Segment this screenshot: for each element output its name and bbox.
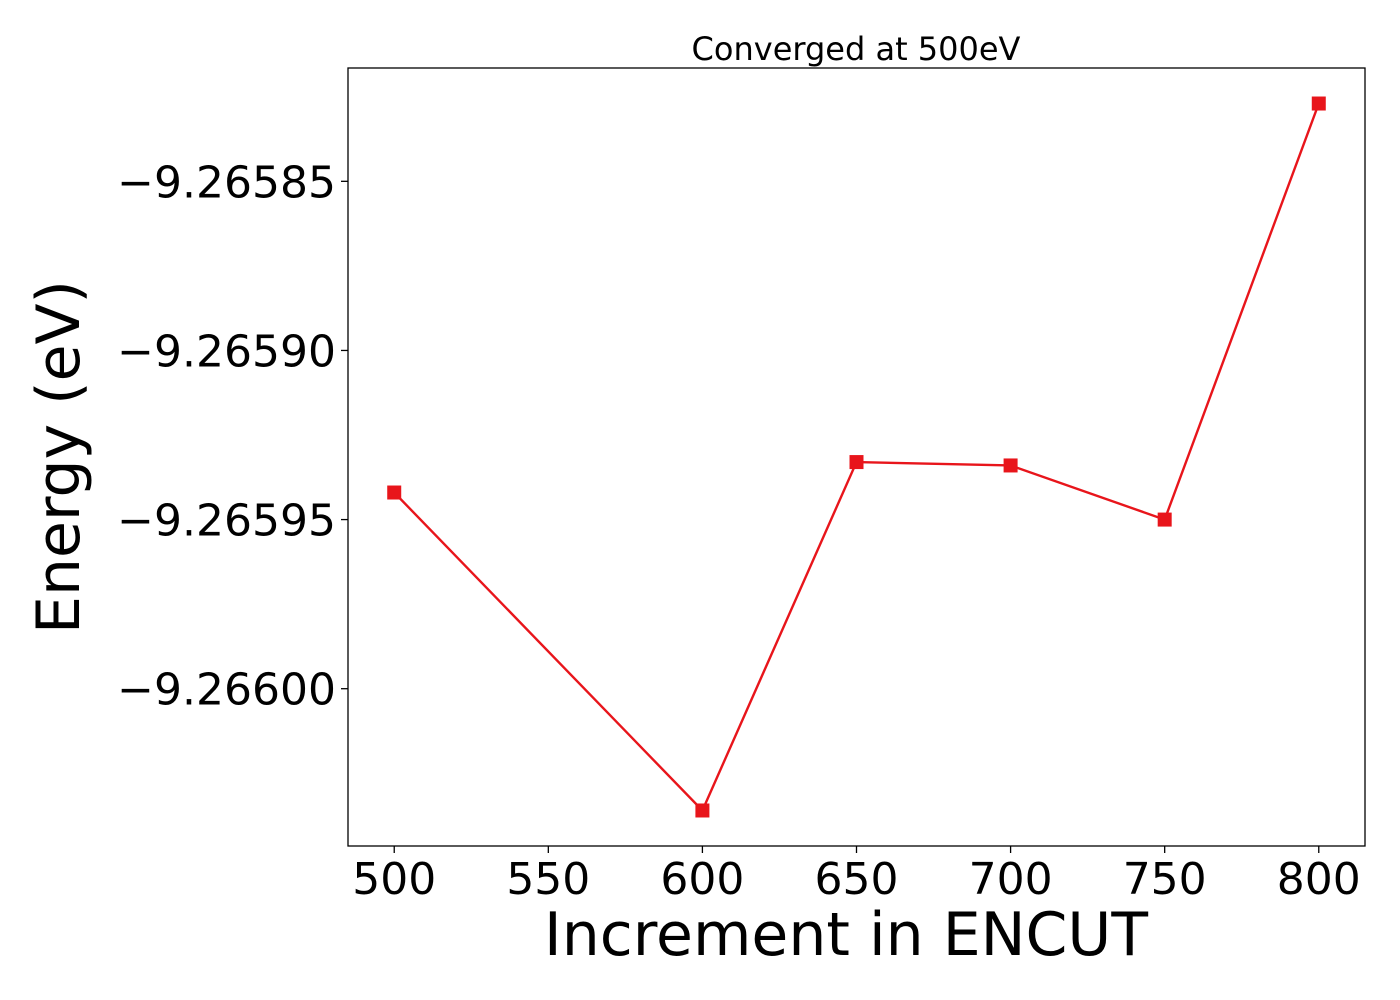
y-tick-label: −9.26595 xyxy=(117,496,336,547)
x-tick-label: 500 xyxy=(352,854,436,905)
data-point-marker xyxy=(849,455,864,470)
x-tick-label: 800 xyxy=(1277,854,1361,905)
chart-title: Converged at 500eV xyxy=(692,30,1021,68)
data-point-marker xyxy=(1311,96,1326,111)
x-tick-label: 750 xyxy=(1123,854,1207,905)
data-point-marker xyxy=(1003,458,1018,473)
data-point-marker xyxy=(1157,512,1172,527)
data-point-marker xyxy=(387,485,402,500)
x-axis-title: Increment in ENCUT xyxy=(544,900,1148,970)
y-tick-label: −9.26585 xyxy=(117,157,336,208)
x-tick-label: 550 xyxy=(506,854,590,905)
y-axis-title: Energy (eV) xyxy=(24,280,94,634)
series-line xyxy=(393,103,1320,813)
y-axis-ticks: −9.26585 −9.26590 −9.26595 −9.26600 xyxy=(117,157,348,716)
x-tick-label: 650 xyxy=(815,854,899,905)
x-axis-ticks: 500 550 600 650 700 750 800 xyxy=(352,846,1361,905)
series-layer xyxy=(387,96,1326,818)
data-point-marker xyxy=(695,803,710,818)
y-tick-label: −9.26600 xyxy=(117,665,336,716)
x-tick-label: 700 xyxy=(969,854,1053,905)
y-tick-label: −9.26590 xyxy=(117,326,336,377)
x-tick-label: 600 xyxy=(660,854,744,905)
